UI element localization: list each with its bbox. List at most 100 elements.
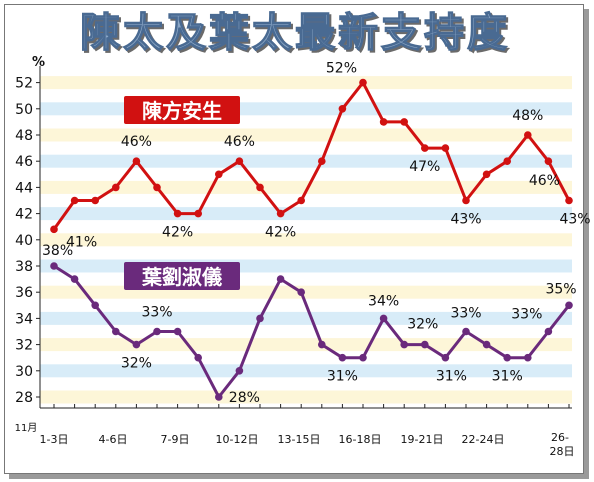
grid-band (40, 259, 572, 273)
data-point (503, 157, 512, 165)
data-point (50, 225, 58, 234)
data-point (318, 340, 326, 349)
data-point (70, 275, 79, 283)
y-tick-label: 34 (15, 311, 33, 327)
data-point (482, 340, 491, 349)
data-label: 47% (409, 159, 440, 175)
grid-band (40, 76, 572, 90)
grid-band (40, 311, 572, 325)
y-tick-label: 32 (15, 338, 33, 354)
x-tick-label: 28日 (550, 445, 575, 458)
grid-band (40, 154, 572, 168)
y-tick-label: 30 (15, 364, 33, 380)
data-label: 41% (66, 234, 97, 250)
y-tick-label: 42 (15, 207, 33, 223)
data-label: 42% (162, 225, 193, 241)
data-point (256, 314, 264, 323)
data-point (194, 353, 202, 362)
series-line-2 (53, 264, 571, 399)
grid-band (40, 338, 572, 352)
x-tick-label: 7-9日 (161, 433, 190, 446)
y-tick-label: 28 (15, 390, 33, 406)
data-point (235, 157, 244, 165)
x-tick-label: 10-12日 (216, 433, 259, 446)
y-tick-label: 38 (15, 259, 33, 275)
data-label: 48% (512, 108, 543, 124)
data-label: 38% (42, 243, 73, 259)
data-point (359, 78, 367, 87)
data-point (318, 157, 326, 165)
data-point (112, 183, 120, 192)
data-point (421, 144, 429, 152)
grid-band (40, 364, 572, 378)
legend-box-1 (124, 96, 240, 124)
legend-box-2 (124, 262, 240, 290)
data-label: 33% (450, 306, 481, 322)
x-month-label: 11月 (15, 422, 38, 434)
grid-bands (40, 70, 572, 408)
data-point (379, 314, 388, 323)
data-label: 43% (450, 212, 481, 228)
data-point (544, 157, 553, 165)
data-label: 32% (121, 356, 152, 372)
data-label: 52% (326, 61, 357, 77)
x-tick-label: 16-18日 (339, 433, 382, 446)
grid-band (40, 102, 572, 116)
x-tick-label: 4-6日 (99, 433, 128, 446)
data-label: 31% (436, 369, 467, 385)
data-label: 31% (327, 369, 358, 385)
data-label: 46% (224, 134, 255, 150)
data-point (441, 353, 450, 362)
y-tick-label: 50 (15, 102, 33, 118)
series-line-1 (52, 81, 571, 231)
y-tick-label: 36 (15, 285, 33, 301)
data-point (50, 262, 58, 270)
data-point (462, 196, 470, 205)
x-tick-label: 13-15日 (278, 433, 321, 446)
data-point (276, 275, 285, 283)
data-label: 28% (229, 390, 260, 406)
x-tick-label: 22-24日 (462, 433, 505, 446)
data-label: 43% (559, 212, 590, 228)
data-point (153, 327, 161, 336)
data-label: 35% (545, 281, 576, 297)
y-tick-label: 48 (15, 128, 33, 144)
data-point (462, 327, 470, 336)
data-point (256, 183, 264, 192)
data-point (400, 118, 409, 126)
grid-band (40, 285, 572, 299)
data-point (379, 118, 388, 126)
data-point (482, 170, 491, 179)
data-point (235, 367, 244, 375)
data-point (400, 340, 409, 349)
x-tick-label: 19-21日 (401, 433, 444, 446)
y-tick-label: 46 (15, 154, 33, 170)
x-tick-label: 26- (551, 431, 569, 444)
data-label: 34% (368, 293, 399, 309)
y-tick-label: 44 (15, 180, 33, 196)
data-point (359, 353, 367, 362)
data-label: 31% (492, 369, 523, 385)
y-axis: 28 30 32 34 36 38 40 42 44 46 48 50 52 (15, 66, 41, 408)
data-point (91, 196, 99, 205)
data-label: 33% (141, 305, 172, 321)
data-point (173, 209, 182, 218)
grid-band (40, 180, 572, 194)
data-point (524, 353, 532, 362)
data-point (70, 196, 79, 205)
data-point (215, 170, 223, 179)
data-point (565, 301, 573, 310)
grid-band (40, 390, 572, 404)
data-point (194, 209, 202, 218)
data-point (132, 340, 141, 349)
data-point (91, 301, 99, 310)
y-tick-label: 40 (15, 233, 33, 249)
data-point (441, 144, 450, 152)
data-point (173, 327, 182, 336)
data-label: 46% (121, 134, 152, 150)
data-labels: 41% 46% 42% 46% 42% 52% 47% 43% 48% 46% 43% 38% 32% 3… (42, 61, 591, 406)
data-point (297, 196, 306, 205)
data-point (338, 105, 347, 113)
data-label: 42% (265, 225, 296, 241)
